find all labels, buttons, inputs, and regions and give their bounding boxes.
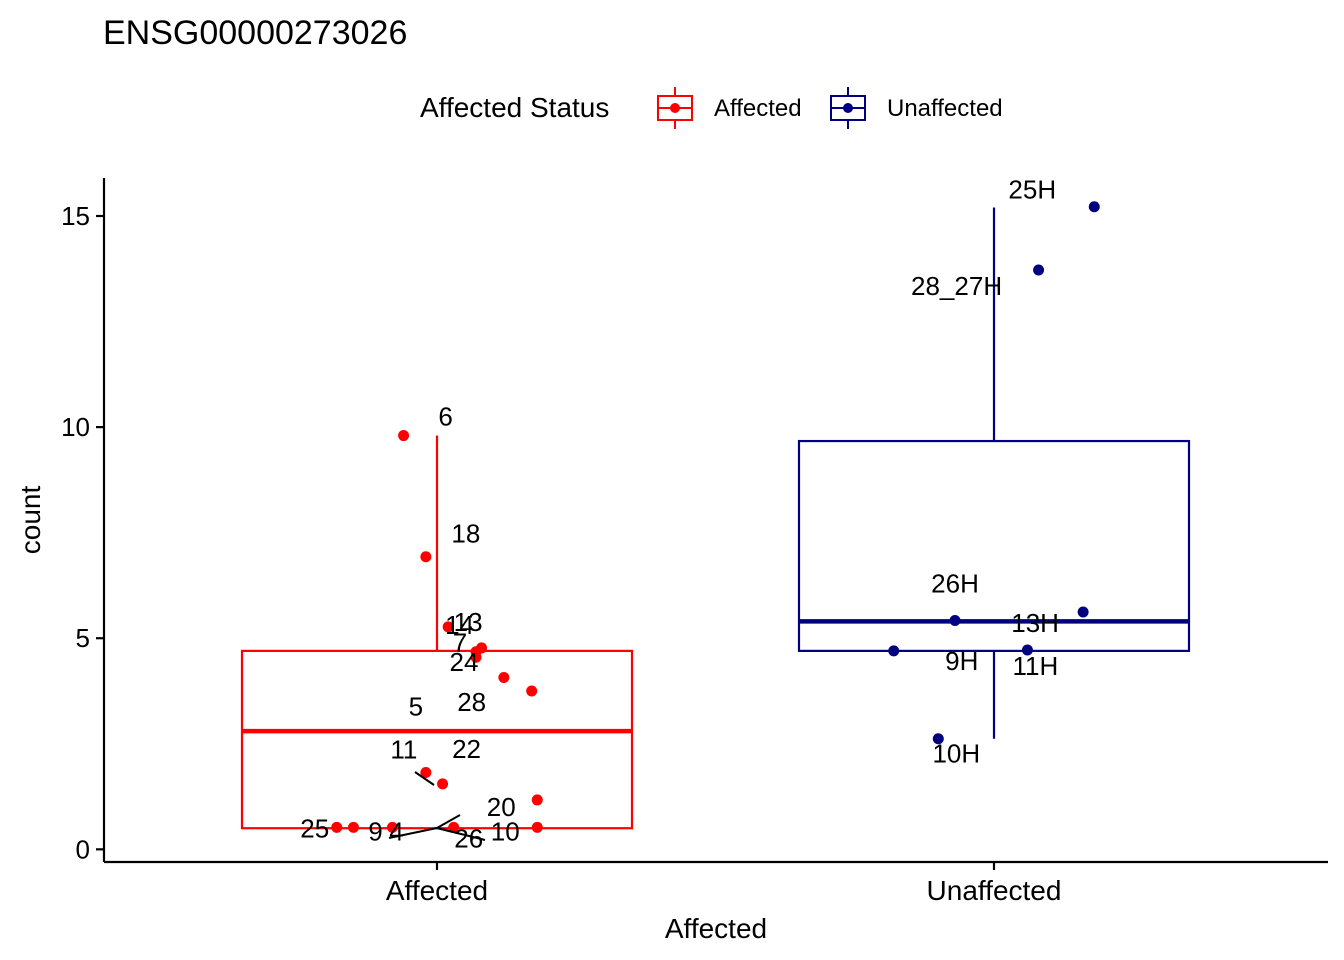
- point-label: 9H: [945, 646, 978, 676]
- point-label: 24: [450, 647, 479, 677]
- point-label: 13: [454, 607, 483, 637]
- y-tick-label: 10: [61, 412, 90, 442]
- box: [797, 439, 1191, 652]
- data-point: [526, 685, 538, 697]
- legend-key-unaffected: [830, 87, 866, 129]
- data-point: [420, 551, 432, 563]
- legend: Affected Status Affected Unaffected: [420, 87, 1003, 129]
- legend-label-unaffected: Unaffected: [887, 95, 1003, 122]
- point-label: 25H: [1008, 175, 1056, 205]
- data-point: [470, 651, 482, 663]
- y-axis-label: count: [15, 486, 46, 555]
- label-connector: [436, 827, 454, 833]
- point-label: 4: [389, 816, 403, 846]
- y-tick-label: 15: [61, 201, 90, 231]
- label-connector: [414, 771, 435, 786]
- data-point: [1033, 264, 1045, 276]
- data-point: [386, 821, 398, 833]
- point-label: 11H: [1013, 651, 1059, 681]
- box: [240, 649, 634, 830]
- data-point: [1088, 201, 1100, 213]
- data-point: [437, 778, 449, 790]
- point-label: 28_27H: [911, 271, 1002, 301]
- data-point: [932, 733, 944, 745]
- data-point: [888, 645, 900, 657]
- label-connector: [436, 814, 461, 829]
- x-ticks: Affected Unaffected: [386, 862, 1062, 906]
- label-connector: [388, 827, 438, 839]
- data-point: [442, 621, 454, 633]
- x-axis-label: Affected: [665, 913, 767, 944]
- data-point: [398, 430, 410, 442]
- point-label: 22: [452, 734, 481, 764]
- point-label: 20: [487, 792, 516, 822]
- data-point: [531, 794, 543, 806]
- data-point: [1021, 644, 1033, 656]
- point-label: 10: [491, 816, 520, 846]
- point-label: 18: [451, 519, 480, 549]
- point-label: 25: [300, 813, 329, 843]
- y-ticks: 0 5 10 15: [61, 201, 104, 864]
- legend-key-affected: [657, 87, 693, 129]
- data-point: [331, 821, 343, 833]
- y-tick-label: 0: [76, 834, 90, 864]
- data-point: [1077, 606, 1089, 618]
- point-label: 7: [453, 628, 467, 658]
- data-point: [498, 671, 510, 683]
- point-label: 11: [390, 734, 417, 764]
- point-label: 5: [409, 691, 423, 721]
- point-label: 26H: [931, 568, 979, 598]
- point-label: 9: [368, 816, 382, 846]
- legend-title: Affected Status: [420, 92, 609, 123]
- point-label: 6: [438, 402, 452, 432]
- x-tick-label: Unaffected: [927, 875, 1062, 906]
- data-point: [531, 821, 543, 833]
- data-point: [949, 614, 961, 626]
- legend-label-affected: Affected: [714, 95, 802, 122]
- x-tick-label: Affected: [386, 875, 488, 906]
- data-point: [448, 821, 460, 833]
- point-label: 10H: [932, 739, 980, 769]
- y-tick-label: 5: [76, 623, 90, 653]
- point-label: 13H: [1011, 608, 1059, 638]
- chart-title: ENSG00000273026: [103, 14, 407, 52]
- point-label: 14: [445, 610, 474, 640]
- axes: [102, 178, 1328, 864]
- data-point: [420, 766, 432, 778]
- box-group-unaffected: 25H 28_27H 26H 13H 9H 11H 10H: [797, 175, 1191, 769]
- data-point: [347, 821, 359, 833]
- point-label: 28: [457, 687, 486, 717]
